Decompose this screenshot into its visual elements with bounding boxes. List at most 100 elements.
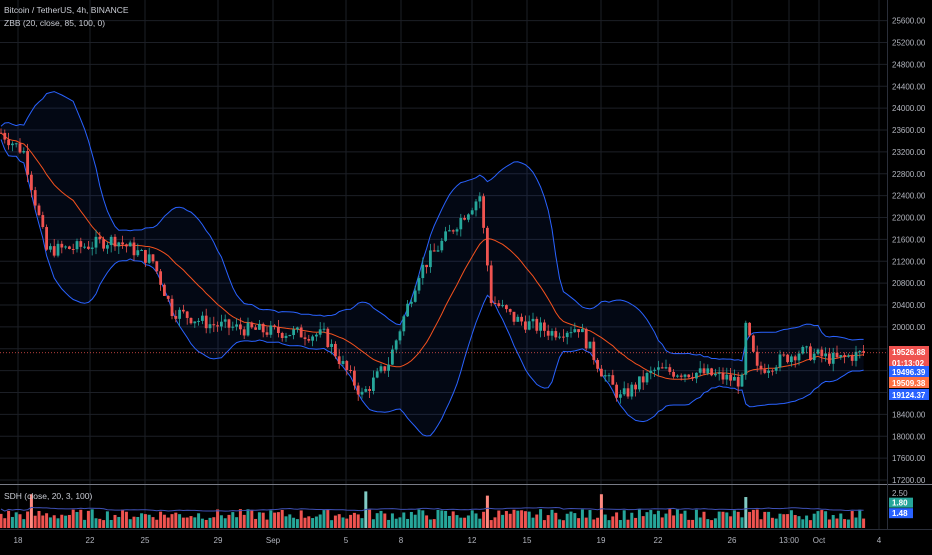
sdh-bar — [558, 519, 562, 528]
candle-body — [90, 247, 94, 249]
sdh-bar — [379, 510, 383, 528]
candle-body — [786, 354, 789, 363]
candle-body — [546, 330, 550, 336]
sdh-bar — [421, 510, 425, 528]
sdh-bar — [314, 516, 318, 528]
sdh-bar — [607, 520, 611, 528]
candle-body — [824, 353, 827, 357]
sdh-bar — [352, 512, 356, 528]
candle-body — [410, 301, 413, 304]
candle-body — [383, 366, 387, 371]
candle-body — [622, 388, 626, 395]
candle-body — [189, 317, 193, 324]
sdh-bar — [64, 515, 68, 528]
sdh-tick-label: 2.50 — [892, 489, 908, 498]
candle-body — [493, 303, 497, 305]
sdh-bar — [710, 520, 714, 528]
candle-body — [847, 355, 850, 357]
sdh-bar — [535, 514, 539, 528]
candle-body — [721, 372, 725, 380]
candle-body — [261, 323, 265, 333]
candle-body — [717, 372, 721, 374]
sdh-bar — [675, 509, 679, 528]
candle-body — [672, 371, 675, 377]
sdh-bar — [428, 519, 432, 528]
time-tick-label: Oct — [813, 536, 826, 545]
candle-body — [543, 322, 546, 331]
sdh-bar — [645, 512, 649, 528]
sdh-bar — [147, 514, 151, 528]
candle-body — [698, 368, 702, 373]
candle-body — [482, 196, 485, 228]
sdh-bar — [86, 510, 90, 528]
sdh-bar — [786, 514, 790, 528]
sub-pane-legend[interactable]: SDH (close, 20, 3, 100) — [4, 491, 93, 501]
sdh-bar — [432, 519, 436, 528]
sdh-bar — [440, 510, 444, 528]
candle-body — [531, 318, 535, 322]
candle-body — [478, 196, 482, 202]
candle-body — [45, 227, 48, 250]
sdh-bar — [539, 509, 543, 528]
candle-body — [702, 368, 706, 374]
sdh-bar — [755, 509, 759, 528]
candle-body — [391, 349, 394, 365]
candle-body — [645, 373, 649, 383]
sdh-bar — [763, 511, 767, 528]
sdh-bar — [812, 513, 816, 528]
candle-body — [778, 354, 782, 368]
sdh-bar — [459, 517, 463, 528]
candle-body — [505, 305, 508, 310]
candle-body — [630, 384, 634, 397]
candle-body — [22, 151, 26, 153]
sdh-bar — [751, 509, 755, 528]
candle-body — [299, 327, 303, 338]
sdh-bar — [668, 509, 672, 528]
sdh-bar — [793, 515, 797, 528]
sdh-bar — [368, 509, 372, 528]
sdh-bar — [246, 509, 250, 528]
sdh-bar — [759, 519, 763, 528]
sdh-bar — [626, 519, 630, 528]
candle-body — [744, 322, 748, 375]
candle-body — [839, 355, 843, 358]
candle-body — [771, 370, 774, 372]
candle-body — [679, 375, 683, 377]
sdh-average-line — [0, 506, 864, 512]
sdh-bar — [482, 511, 486, 528]
sdh-bar — [113, 514, 117, 528]
candle-body — [132, 242, 136, 256]
indicator-legend[interactable]: ZBB (20, close, 85, 100, 0) — [4, 18, 106, 28]
candle-body — [725, 374, 729, 380]
sdh-bar — [413, 514, 417, 528]
time-tick-label: 12 — [468, 536, 477, 545]
sdh-bar — [835, 518, 839, 528]
candle-body — [75, 241, 79, 250]
price-tick-label: 20000.00 — [892, 323, 926, 332]
price-badge-text: 19526.88 — [892, 348, 926, 357]
symbol-legend[interactable]: Bitcoin / TetherUS, 4h, BINANCE — [4, 5, 129, 15]
candle-body — [322, 328, 326, 330]
candle-body — [216, 325, 219, 327]
candle-body — [710, 368, 713, 376]
candle-body — [337, 356, 341, 364]
sdh-bar — [850, 511, 854, 528]
candle-body — [417, 278, 421, 291]
price-badge — [889, 346, 929, 357]
price-badge-text: 01:13:02 — [892, 359, 925, 368]
sdh-badge — [889, 497, 913, 508]
price-tick-label: 22000.00 — [892, 214, 926, 223]
candle-body — [459, 217, 463, 230]
candle-body — [250, 322, 254, 328]
sdh-bar — [858, 509, 862, 528]
sdh-bar — [406, 518, 410, 528]
price-badge — [889, 389, 929, 400]
candle-body — [277, 326, 280, 333]
sdh-bar — [447, 515, 451, 528]
candle-body — [793, 356, 797, 361]
candle-body — [280, 332, 284, 338]
sdh-bar — [846, 519, 850, 528]
candle-body — [429, 250, 432, 268]
sdh-bar — [383, 513, 387, 528]
sdh-bar — [561, 520, 565, 528]
